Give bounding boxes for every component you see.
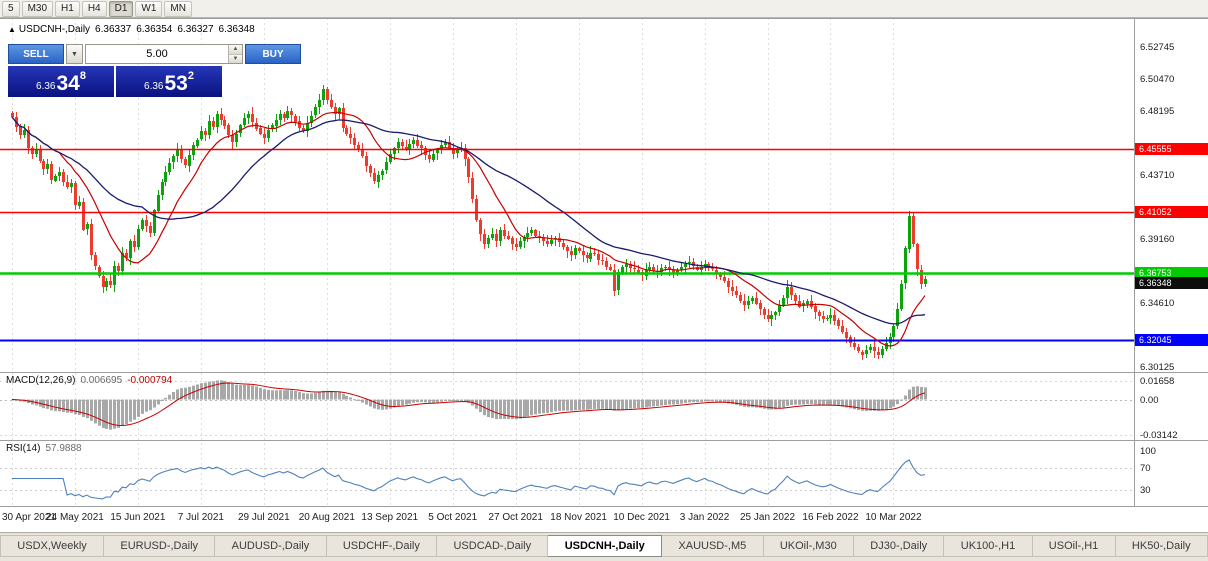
timeframe-button-h4[interactable]: H4 (81, 0, 107, 17)
date-label: 5 Oct 2021 (428, 512, 478, 523)
timeframe-button-h1[interactable]: H1 (55, 0, 80, 17)
price-axis-label: 6.52745 (1140, 42, 1175, 54)
one-click-trading-panel: SELL ▼ ▲ ▼ BUY 6.36 34 8 6.36 53 (8, 44, 301, 97)
price-axis-label: 6.34610 (1140, 298, 1175, 310)
tab-dj30-daily[interactable]: DJ30-,Daily (854, 535, 945, 557)
tab-usdx-weekly[interactable]: USDX,Weekly (0, 535, 105, 557)
tab-audusd-daily[interactable]: AUDUSD-,Daily (215, 535, 327, 557)
current-price-tag: 6.36348 (1135, 276, 1208, 289)
tab-ukoil-m30[interactable]: UKOil-,M30 (763, 535, 854, 557)
spinner-down-icon[interactable]: ▼ (229, 54, 242, 63)
rsi-value: 57.9888 (45, 443, 82, 454)
date-label: 18 Nov 2021 (550, 512, 607, 523)
spinner-up-icon[interactable]: ▲ (229, 45, 242, 55)
sell-button[interactable]: SELL (8, 44, 64, 64)
date-label: 13 Sep 2021 (361, 512, 419, 523)
collapse-triangle-icon[interactable]: ▲ (8, 25, 16, 34)
price-axis-label: 6.48195 (1140, 106, 1175, 118)
date-label: 30 Apr 2021 (2, 512, 56, 523)
symbol-info: ▲ USDCNH-,Daily 6.36337 6.36354 6.36327 6.363… (8, 24, 260, 35)
date-label: 25 Jan 2022 (739, 512, 796, 523)
timeframe-button-m30[interactable]: M30 (21, 0, 54, 17)
macd-name: MACD(12,26,9) (6, 375, 76, 386)
hline-price-tag: 6.32045 (1135, 333, 1208, 346)
bid-point: 8 (79, 70, 86, 82)
tab-usdchf-daily[interactable]: USDCHF-,Daily (326, 535, 438, 557)
rsi-axis-label: 70 (1140, 462, 1151, 474)
macd-label: MACD(12,26,9) 0.006695 -0.000794 (6, 375, 172, 386)
ohlc-close: 6.36348 (218, 24, 255, 35)
price-axis-label: 6.30125 (1140, 361, 1175, 373)
price-axis-label: 6.39160 (1140, 234, 1175, 246)
date-axis[interactable]: 30 Apr 2021 24 May 2021 15 Jun 2021 7 Jul 2… (0, 507, 1208, 532)
macd-axis-label: 0.00 (1140, 394, 1159, 406)
macd-value-main: 0.006695 (80, 375, 123, 386)
timeframe-toolbar: 5 M30 H1 H4 D1 W1 MN (0, 0, 1208, 18)
ask-point: 2 (187, 70, 194, 82)
date-label: 15 Jun 2021 (110, 512, 166, 523)
tab-usdcnh-daily[interactable]: USDCNH-,Daily (548, 535, 663, 557)
tab-usoil-h1[interactable]: USOil-,H1 (1032, 535, 1116, 557)
bid-pips: 34 (56, 72, 80, 95)
timeframe-button-d1[interactable]: D1 (108, 0, 134, 17)
tab-hk50-daily[interactable]: HK50-,Daily (1115, 535, 1208, 557)
rsi-axis-label: 100 (1140, 446, 1156, 457)
volume-spinner: ▲ ▼ (228, 45, 242, 63)
volume-dropdown-button[interactable]: ▼ (66, 44, 83, 64)
bid-prefix: 6.36 (36, 81, 56, 92)
ask-price-box[interactable]: 6.36 53 2 (116, 66, 222, 97)
macd-axis-label: -0.03142 (1140, 429, 1178, 441)
macd-axis-label: 0.01658 (1140, 375, 1175, 387)
symbol-title: USDCNH-,Daily (18, 24, 91, 35)
date-label: 29 Jul 2021 (237, 512, 290, 523)
rsi-axis-label: 30 (1140, 484, 1151, 496)
date-label: 7 Jul 2021 (177, 512, 224, 523)
date-label: 10 Dec 2021 (613, 512, 670, 523)
bid-price-box[interactable]: 6.36 34 8 (8, 66, 114, 97)
rsi-name: RSI(14) (6, 443, 41, 454)
hline-price-tag: 6.41052 (1135, 206, 1208, 219)
ask-pips: 53 (164, 72, 188, 95)
macd-value-signal: -0.000794 (127, 375, 173, 386)
date-label: 20 Aug 2021 (298, 512, 355, 523)
chart-tab-bar: USDX,Weekly EURUSD-,Daily AUDUSD-,Daily USD… (0, 532, 1208, 561)
tab-xauusd-m5[interactable]: XAUUSD-,M5 (662, 535, 764, 557)
price-axis-label: 6.50470 (1140, 74, 1175, 86)
tab-eurusd-daily[interactable]: EURUSD-,Daily (104, 535, 216, 557)
tab-uk100-h1[interactable]: UK100-,H1 (944, 535, 1033, 557)
price-axis-label: 6.43710 (1140, 169, 1175, 181)
hline-price-tag: 6.45555 (1135, 142, 1208, 155)
date-label: 10 Mar 2022 (865, 512, 922, 523)
chevron-down-icon: ▼ (71, 50, 78, 58)
date-label: 27 Oct 2021 (488, 512, 543, 523)
ohlc-high: 6.36354 (136, 24, 173, 35)
timeframe-button-5[interactable]: 5 (2, 0, 20, 17)
date-label: 24 May 2021 (46, 512, 104, 523)
ohlc-open: 6.36337 (95, 24, 132, 35)
date-label: 16 Feb 2022 (802, 512, 859, 523)
rsi-label: RSI(14) 57.9888 (6, 443, 82, 454)
timeframe-button-w1[interactable]: W1 (135, 0, 163, 17)
ask-prefix: 6.36 (144, 81, 164, 92)
date-label: 3 Jan 2022 (679, 512, 730, 523)
buy-button[interactable]: BUY (245, 44, 301, 64)
hline-price-tag: 6.36753 (1135, 267, 1208, 280)
tab-usdcad-daily[interactable]: USDCAD-,Daily (437, 535, 549, 557)
volume-input[interactable] (86, 45, 228, 63)
ohlc-low: 6.36327 (177, 24, 214, 35)
timeframe-button-mn[interactable]: MN (164, 0, 192, 17)
